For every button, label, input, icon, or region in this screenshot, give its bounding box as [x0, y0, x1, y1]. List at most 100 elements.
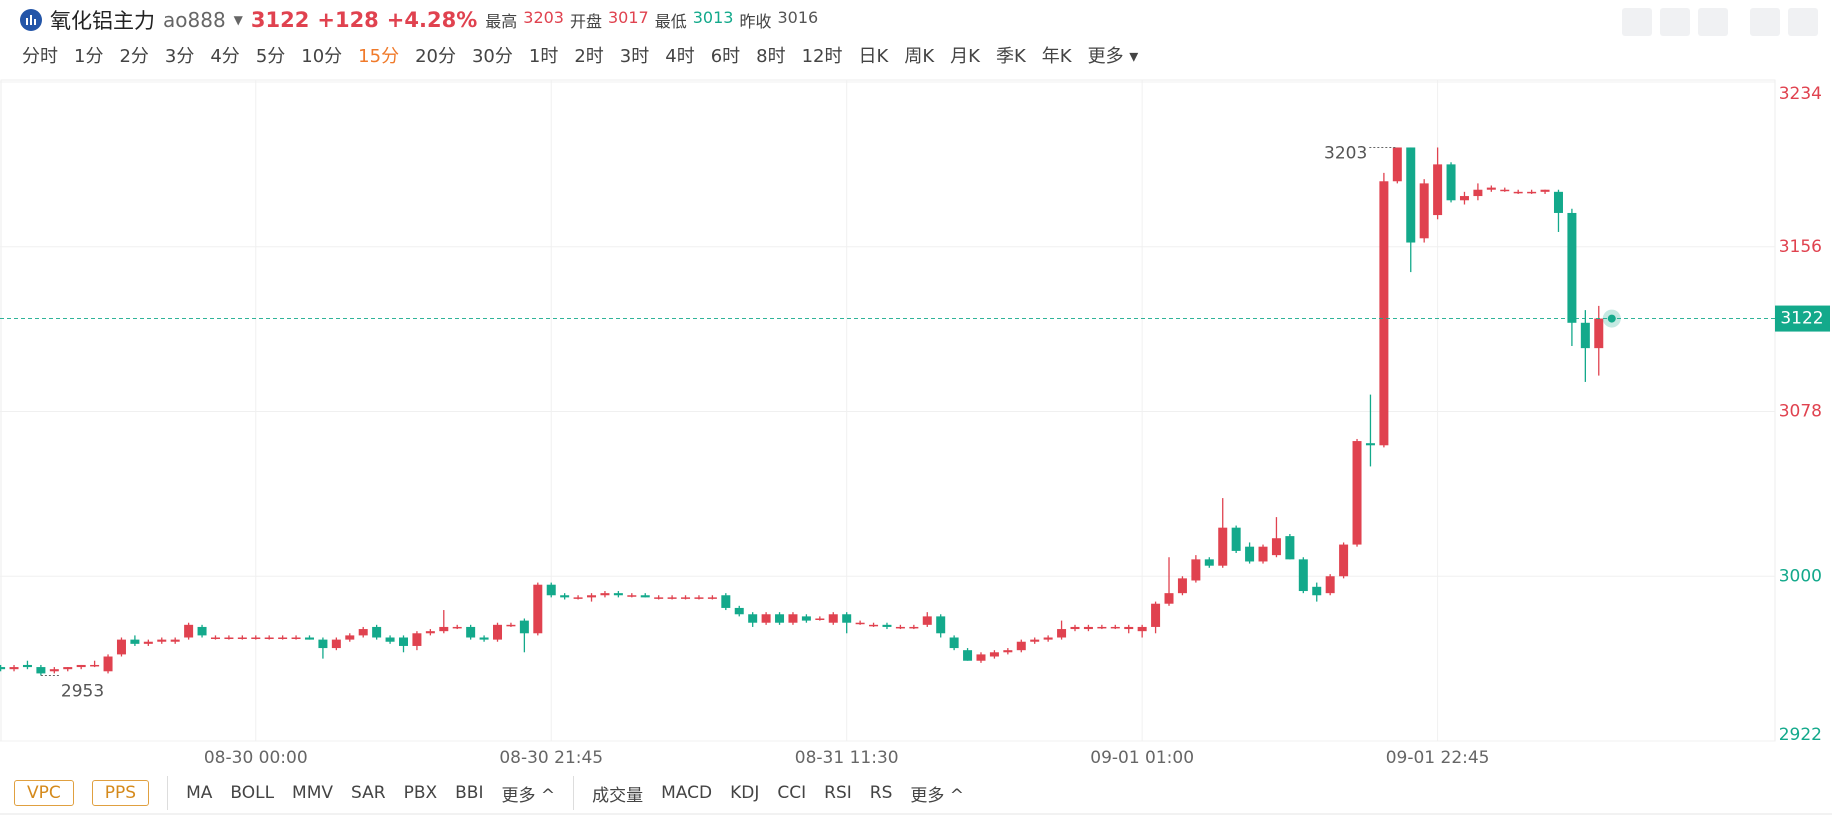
candle-body — [358, 629, 368, 636]
candle-body — [1527, 191, 1537, 194]
period-tab[interactable]: 2时 — [574, 46, 604, 67]
current-price-label: 3122 — [1780, 309, 1823, 329]
period-tab[interactable]: 日K — [858, 46, 889, 67]
period-tab[interactable]: 周K — [904, 46, 935, 67]
period-tab[interactable]: 8时 — [756, 46, 786, 67]
stat-label: 昨收 — [739, 12, 772, 31]
candle-body — [1177, 578, 1187, 594]
candle-body — [936, 616, 946, 634]
sub-indicator[interactable]: KDJ — [730, 783, 760, 803]
candle-body — [1594, 318, 1604, 349]
period-tab[interactable]: 10分 — [301, 46, 343, 67]
candle-body — [1191, 559, 1201, 581]
period-tab[interactable]: 3时 — [619, 46, 650, 67]
candle-body — [143, 641, 153, 644]
period-tab[interactable]: 年K — [1041, 46, 1072, 67]
candle-body — [1070, 626, 1080, 630]
main-indicator[interactable]: MMV — [292, 783, 334, 803]
tool-button[interactable] — [1660, 8, 1690, 36]
sub-indicator[interactable]: 成交量 — [592, 785, 644, 806]
candle-body — [130, 639, 140, 644]
candle-body — [560, 595, 570, 598]
candle-body — [1419, 183, 1429, 239]
separator — [167, 776, 169, 810]
sub-indicator[interactable]: CCI — [777, 783, 807, 803]
candle-body — [103, 656, 113, 672]
candle-body — [1406, 147, 1416, 243]
candle-body — [654, 597, 664, 599]
candle-body — [224, 637, 234, 640]
main-indicator[interactable]: MA — [186, 783, 213, 803]
main-indicator[interactable]: PBX — [403, 783, 438, 803]
candle-body — [1204, 559, 1214, 566]
period-tab[interactable]: 分时 — [22, 46, 58, 67]
candle-body — [1218, 527, 1228, 566]
period-tab[interactable]: 更多 ▾ — [1087, 46, 1139, 67]
candle-body — [1003, 650, 1013, 653]
more-button[interactable]: 更多 ^ — [501, 785, 556, 806]
candle-body — [721, 595, 731, 608]
period-tab[interactable]: 30分 — [471, 46, 513, 67]
candle-body — [63, 667, 73, 670]
main-indicator[interactable]: SAR — [351, 783, 386, 803]
period-tab[interactable]: 6时 — [710, 46, 741, 67]
close-button[interactable] — [1788, 8, 1818, 36]
period-tab[interactable]: 15分 — [358, 46, 400, 67]
sub-indicator[interactable]: MACD — [661, 783, 713, 803]
candle-body — [466, 626, 476, 638]
candle-body — [882, 624, 892, 627]
candle-body — [1339, 544, 1349, 577]
indicator-bar: VPC PPS MA BOLL MMV SAR PBX BBI 更多 ^ 成交量 MACD KDJ CC… — [14, 776, 964, 810]
stat-label: 最低 — [654, 12, 687, 31]
current-price-tag — [1775, 305, 1830, 332]
candle-body — [788, 614, 798, 623]
candle-body — [1473, 189, 1483, 197]
more-button[interactable]: 更多 ^ — [910, 785, 965, 806]
main-indicator[interactable]: BOLL — [230, 783, 275, 803]
period-tab[interactable]: 1时 — [528, 46, 559, 67]
expand-button[interactable] — [1750, 8, 1780, 36]
candle-body — [9, 667, 19, 670]
period-tab[interactable]: 1分 — [74, 46, 104, 67]
symbol-caret[interactable]: ▼ — [233, 13, 243, 27]
candle-body — [855, 622, 865, 625]
period-tab[interactable]: 12时 — [801, 46, 843, 67]
candle-body — [479, 637, 489, 640]
x-tick-label: 09-01 01:00 — [1090, 748, 1194, 768]
candle-body — [22, 664, 32, 668]
stat-value: 3017 — [608, 8, 649, 27]
candle-body — [1057, 629, 1067, 638]
tool-button[interactable] — [1698, 8, 1728, 36]
main-indicator[interactable]: BBI — [455, 783, 484, 803]
period-tab[interactable]: 月K — [950, 46, 980, 67]
y-tick-label: 3234 — [1779, 84, 1822, 104]
indicator-box[interactable]: VPC — [14, 780, 74, 806]
candle-body — [1083, 626, 1093, 630]
period-tab[interactable]: 4时 — [665, 46, 695, 67]
sub-indicator[interactable]: RS — [869, 783, 893, 803]
period-tab[interactable]: 4分 — [210, 46, 240, 67]
period-tab[interactable]: 3分 — [164, 46, 195, 67]
sub-indicator[interactable]: RSI — [824, 783, 852, 803]
period-tab[interactable]: 20分 — [415, 46, 456, 67]
candle-body — [815, 618, 825, 620]
period-tab[interactable]: 季K — [995, 46, 1026, 67]
header: 氧化铝主力 ao888 ▼ 3122 +128 +4.28% 最高 3203 开盘 30… — [20, 4, 818, 36]
tool-button[interactable] — [1622, 8, 1652, 36]
candle-body — [157, 639, 167, 642]
period-tab[interactable]: 2分 — [119, 46, 149, 67]
candle-body — [1124, 626, 1134, 630]
period-tab[interactable]: 5分 — [255, 46, 286, 67]
indicator-box[interactable]: PPS — [91, 780, 150, 806]
candle-body — [425, 631, 435, 634]
candle-body — [1285, 536, 1295, 560]
candle-body — [1433, 164, 1443, 216]
y-tick-label: 3000 — [1779, 566, 1822, 586]
symbol[interactable]: ao888 — [163, 8, 226, 32]
candle-body — [0, 667, 6, 670]
candle-body — [869, 624, 879, 627]
candle-body — [278, 637, 288, 640]
candle-body — [533, 584, 543, 634]
candle-body — [1500, 189, 1510, 192]
